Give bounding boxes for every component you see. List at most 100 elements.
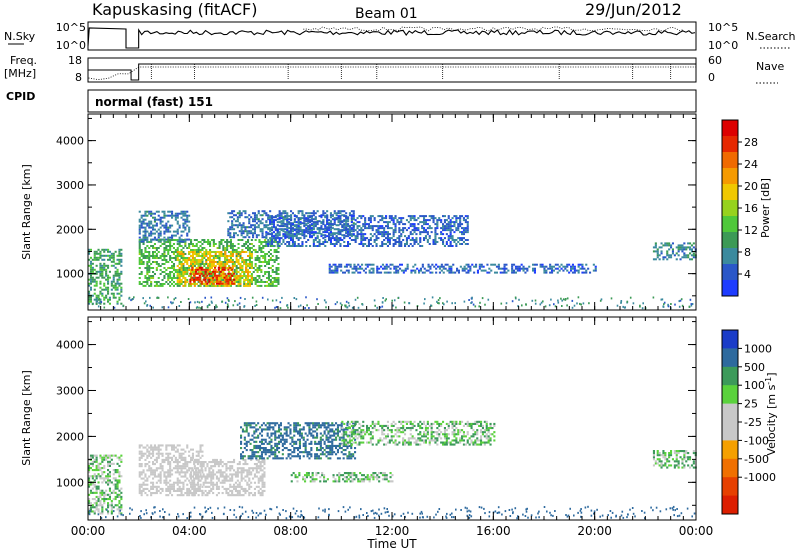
power-echo-cell xyxy=(250,275,253,277)
velocity-echo-cell xyxy=(212,469,215,472)
power-echo-cell xyxy=(337,217,340,220)
power-echo-cell xyxy=(443,227,446,230)
velocity-echo-cell xyxy=(248,473,251,476)
velocity-echo-cell xyxy=(116,504,119,507)
power-echo-cell xyxy=(233,236,236,239)
power-echo-cell xyxy=(551,267,554,270)
power-echo-cell xyxy=(256,267,259,269)
velocity-echo-cell xyxy=(101,473,104,476)
velocity-echo-cell xyxy=(259,467,262,470)
power-echo-cell xyxy=(227,282,230,285)
velocity-echo-cell xyxy=(116,493,119,496)
power-echo-cell xyxy=(248,283,251,285)
power-echo-cell xyxy=(108,256,111,259)
power-echo-cell xyxy=(290,219,293,222)
power-echo-cell xyxy=(497,263,500,266)
power-echo-cell xyxy=(207,239,210,241)
power-echo-cell xyxy=(273,249,276,251)
power-echo-cell xyxy=(288,227,291,230)
power-echo-cell xyxy=(284,235,287,238)
power-echo-cell xyxy=(312,233,315,236)
power-echo-cell xyxy=(210,281,213,283)
power-echo-cell xyxy=(207,267,210,269)
power-echo-cell xyxy=(457,269,460,272)
power-echo-cell xyxy=(236,218,239,221)
power-echo-cell xyxy=(469,269,472,272)
power-echo-cell xyxy=(233,245,236,247)
power-echo-cell xyxy=(110,282,113,285)
velocity-echo-cell xyxy=(108,473,111,476)
power-echo-cell xyxy=(305,217,308,220)
power-echo-cell xyxy=(259,230,262,233)
power-echo-cell xyxy=(545,265,548,268)
power-echo-cell xyxy=(350,230,353,233)
power-echo-cell xyxy=(570,267,573,270)
power-echo-cell xyxy=(142,214,145,217)
power-echo-cell xyxy=(362,225,365,228)
power-echo-cell xyxy=(180,234,183,237)
power-echo-cell xyxy=(161,253,164,255)
velocity-echo-cell xyxy=(114,498,117,501)
power-echo-cell xyxy=(278,234,281,237)
power-echo-cell xyxy=(687,256,690,259)
power-echo-cell xyxy=(148,247,151,249)
power-echo-cell xyxy=(231,253,234,255)
power-echo-cell xyxy=(367,223,370,226)
power-echo-cell xyxy=(152,267,155,269)
power-echo-cell xyxy=(282,241,285,243)
velocity-echo-cell xyxy=(212,492,215,495)
velocity-echo-cell xyxy=(157,489,160,492)
power-echo-cell xyxy=(176,247,179,249)
power-echo-cell xyxy=(455,239,458,241)
power-echo-cell xyxy=(320,235,323,238)
power-echo-cell xyxy=(152,238,155,241)
power-echo-cell xyxy=(186,267,189,269)
power-echo-cell xyxy=(432,239,435,241)
power-echo-cell xyxy=(413,215,416,218)
power-echo-cell xyxy=(241,265,244,267)
power-echo-cell xyxy=(413,239,416,241)
power-echo-cell xyxy=(176,230,179,233)
power-echo-cell xyxy=(269,230,272,233)
power-echo-cell xyxy=(335,243,338,245)
power-echo-cell xyxy=(402,217,405,220)
power-echo-cell xyxy=(190,259,193,261)
velocity-echo-cell xyxy=(140,444,143,447)
power-echo-cell xyxy=(217,266,220,269)
velocity-echo-cell xyxy=(229,473,232,476)
power-echo-cell xyxy=(286,236,289,239)
power-echo-cell xyxy=(258,241,261,243)
velocity-echo-cell xyxy=(252,494,255,497)
power-echo-cell xyxy=(503,269,506,272)
power-echo-cell xyxy=(229,281,232,283)
power-echo-cell xyxy=(383,221,386,224)
power-echo-cell xyxy=(444,263,447,266)
power-echo-cell xyxy=(282,230,285,233)
velocity-echo-cell xyxy=(107,462,110,465)
power-echo-cell xyxy=(552,269,555,272)
power-echo-cell xyxy=(423,302,425,305)
power-echo-cell xyxy=(542,300,544,303)
power-echo-cell xyxy=(178,281,181,283)
velocity-echo-cell xyxy=(140,450,143,453)
power-echo-cell xyxy=(364,237,367,240)
power-echo-cell xyxy=(167,277,170,279)
power-echo-cell xyxy=(252,224,255,227)
nsky-panel-frame xyxy=(87,21,697,51)
velocity-echo-cell xyxy=(208,489,211,492)
power-echo-cell xyxy=(556,267,559,270)
power-echo-cell xyxy=(328,233,331,236)
power-echo-cell xyxy=(328,267,331,270)
power-echo-cell xyxy=(261,236,264,239)
power-echo-cell xyxy=(374,304,376,307)
power-echo-cell xyxy=(153,220,156,223)
power-echo-cell xyxy=(112,264,115,267)
power-echo-cell xyxy=(180,255,183,257)
power-echo-cell xyxy=(449,219,452,222)
power-echo-cell xyxy=(362,239,365,241)
power-echo-cell xyxy=(191,265,194,267)
power-echo-cell xyxy=(144,212,147,215)
velocity-echo-cell xyxy=(148,452,151,455)
power-echo-cell xyxy=(112,286,115,289)
power-echo-cell xyxy=(478,265,481,268)
